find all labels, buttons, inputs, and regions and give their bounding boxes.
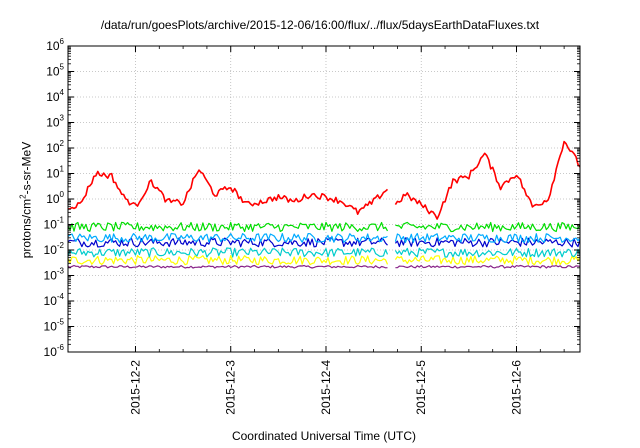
series-layer xyxy=(67,140,581,269)
y-tick-label-base: 10 xyxy=(44,269,58,283)
y-tick-label: 104 xyxy=(46,88,64,104)
y-tick-label-base: 10 xyxy=(44,294,58,308)
y-tick-label: 106 xyxy=(46,37,64,53)
y-tick-label: 10-3 xyxy=(44,267,65,283)
y-tick-label-base: 10 xyxy=(44,320,58,334)
y-tick-label-exponent: 2 xyxy=(60,139,65,148)
y-tick-label-exponent: -2 xyxy=(57,241,65,250)
series-line-ff0000-segment-2 xyxy=(394,140,581,220)
x-tick-label: 2015-12-4 xyxy=(319,360,333,415)
y-tick-label-exponent: 3 xyxy=(60,114,65,123)
y-tick-label: 10-4 xyxy=(44,292,65,308)
y-axis-label-part-2: -s-sr-MeV xyxy=(19,141,34,195)
chart-title: /data/run/goesPlots/archive/2015-12-06/1… xyxy=(100,18,540,32)
series-line-00aaff-segment-1 xyxy=(67,232,388,243)
x-tick-labels: 2015-12-2 2015-12-3 2015-12-4 2015-12-5 2015… xyxy=(128,360,523,415)
y-tick-label: 102 xyxy=(46,139,64,155)
y-tick-label: 10-5 xyxy=(44,318,65,334)
y-tick-label-exponent: -5 xyxy=(57,318,65,327)
y-axis-label: protons/cm2-s-sr-MeV xyxy=(19,142,34,258)
y-tick-label: 101 xyxy=(46,165,64,181)
y-tick-label-base: 10 xyxy=(44,243,58,257)
y-tick-label: 10-2 xyxy=(44,241,65,257)
series-line-00dd00-segment-1 xyxy=(67,221,389,233)
y-tick-label-base: 10 xyxy=(46,141,60,155)
y-tick-labels: 10-610-510-410-310-210-11001011021031041… xyxy=(44,37,65,359)
series-line-ff0000-segment-1 xyxy=(67,169,389,215)
y-tick-label-base: 10 xyxy=(46,192,60,206)
y-tick-label-exponent: -4 xyxy=(57,292,65,301)
series-line-00dd00-segment-2 xyxy=(395,221,581,233)
y-tick-label: 105 xyxy=(46,63,64,79)
x-tick-label: 2015-12-2 xyxy=(128,360,142,415)
y-tick-label-exponent: 4 xyxy=(60,88,65,97)
y-axis-label-exponent: 2 xyxy=(18,194,28,199)
series-line-882288-segment-1 xyxy=(67,264,388,269)
y-tick-label-exponent: 6 xyxy=(60,37,65,46)
y-tick-label-exponent: -1 xyxy=(57,216,65,225)
y-tick-label: 10-6 xyxy=(44,343,65,359)
series-line-00cccc-segment-2 xyxy=(394,247,581,258)
y-tick-label-base: 10 xyxy=(46,90,60,104)
series-line-00cccc-segment-1 xyxy=(67,247,389,258)
grid-lines xyxy=(68,46,580,352)
y-tick-label-base: 10 xyxy=(46,167,60,181)
y-tick-label-exponent: -3 xyxy=(57,267,65,276)
y-tick-label: 100 xyxy=(46,190,64,206)
series-line-00aaff-segment-2 xyxy=(394,232,581,243)
x-tick-label: 2015-12-6 xyxy=(509,360,523,415)
y-tick-label-base: 10 xyxy=(44,218,58,232)
x-axis-label: Coordinated Universal Time (UTC) xyxy=(231,429,417,443)
series-line-ffff00-segment-2 xyxy=(394,255,581,266)
axis-ticks xyxy=(68,45,580,353)
y-tick-label-exponent: -6 xyxy=(57,343,65,352)
y-tick-label-exponent: 1 xyxy=(60,165,65,174)
y-tick-label-exponent: 5 xyxy=(60,63,65,72)
y-tick-label-base: 10 xyxy=(46,39,60,53)
y-tick-label: 103 xyxy=(46,114,64,130)
y-tick-label-base: 10 xyxy=(44,345,58,359)
y-tick-label-base: 10 xyxy=(46,65,60,79)
series-line-0000cc-segment-2 xyxy=(394,237,581,248)
x-tick-label: 2015-12-5 xyxy=(414,360,428,415)
y-axis-label-part-1: protons/cm xyxy=(19,198,34,259)
x-tick-label: 2015-12-3 xyxy=(224,360,238,415)
y-tick-label-base: 10 xyxy=(46,116,60,130)
series-line-0000cc-segment-1 xyxy=(67,237,388,248)
y-tick-label: 10-1 xyxy=(44,216,65,232)
series-line-882288-segment-2 xyxy=(395,264,581,269)
series-line-ffff00-segment-1 xyxy=(67,255,389,266)
y-tick-label-exponent: 0 xyxy=(60,190,65,199)
